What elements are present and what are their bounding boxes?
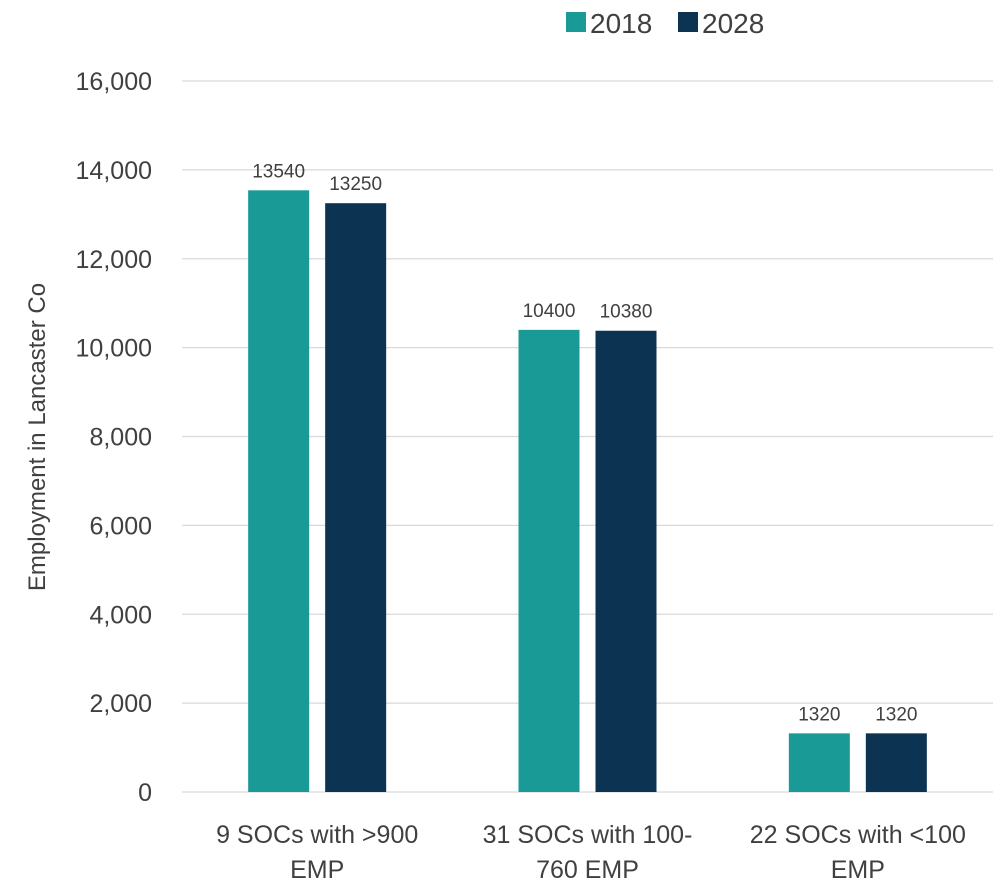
bar-2028-0 bbox=[325, 203, 387, 792]
x-category-label: 9 SOCs with >900 bbox=[216, 821, 418, 849]
legend-label: 2018 bbox=[590, 8, 652, 39]
data-label: 13250 bbox=[329, 174, 382, 195]
gridlines bbox=[182, 80, 993, 793]
x-category-label: EMP bbox=[290, 856, 344, 884]
bar-2028-2 bbox=[865, 733, 927, 792]
y-tick-label: 12,000 bbox=[76, 246, 152, 274]
y-tick-label: 8,000 bbox=[89, 424, 152, 452]
x-category-label: 31 SOCs with 100- bbox=[483, 821, 693, 849]
y-tick-label: 6,000 bbox=[89, 512, 152, 540]
x-category-label: 760 EMP bbox=[536, 856, 639, 884]
y-tick-label: 4,000 bbox=[89, 601, 152, 629]
y-axis-title: Employment in Lancaster Co bbox=[24, 283, 51, 591]
y-tick-label: 2,000 bbox=[89, 690, 152, 718]
legend-swatch-2018 bbox=[566, 12, 586, 32]
data-label: 1320 bbox=[798, 704, 840, 725]
bar-2018-1 bbox=[518, 329, 580, 792]
x-axis-categories: 9 SOCs with >900 EMP 31 SOCs with 100- 760 … bbox=[216, 821, 966, 884]
legend: 2018 2028 bbox=[566, 8, 764, 39]
bar-2018-0 bbox=[248, 190, 310, 792]
x-category-label: EMP bbox=[831, 856, 885, 884]
y-tick-label: 10,000 bbox=[76, 335, 152, 363]
legend-label: 2028 bbox=[702, 8, 764, 39]
legend-swatch-2028 bbox=[678, 12, 698, 32]
data-label: 13540 bbox=[252, 161, 305, 182]
bars bbox=[248, 190, 927, 792]
data-label: 10380 bbox=[600, 302, 653, 323]
data-labels: 13540 13250 10400 10380 1320 1320 bbox=[252, 161, 917, 725]
y-tick-label: 0 bbox=[138, 779, 152, 807]
bar-2018-2 bbox=[788, 733, 850, 792]
y-axis-ticks: 0 2,000 4,000 6,000 8,000 10,000 12,000 14,000 1… bbox=[76, 68, 152, 807]
bar-2028-1 bbox=[595, 330, 657, 792]
data-label: 1320 bbox=[875, 704, 917, 725]
y-tick-label: 14,000 bbox=[76, 157, 152, 185]
y-tick-label: 16,000 bbox=[76, 68, 152, 96]
x-category-label: 22 SOCs with <100 bbox=[750, 821, 966, 849]
data-label: 10400 bbox=[523, 301, 576, 322]
